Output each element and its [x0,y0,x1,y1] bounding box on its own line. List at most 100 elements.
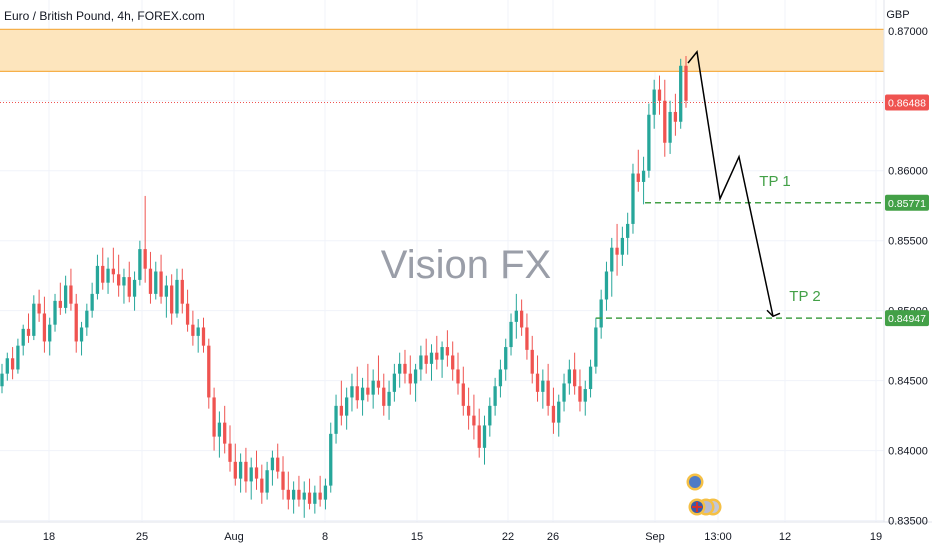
candle-body [541,380,545,392]
candle-body [48,324,52,342]
candle-body [228,443,232,462]
candle-body [270,457,275,471]
candle-body [663,100,667,143]
candles [0,55,688,518]
tp-label: TP 1 [759,173,790,190]
candle-body [53,300,57,325]
price-badge [885,194,929,211]
price-badge-label: 0.85771 [888,198,926,210]
candle-body [106,268,110,283]
candle-body [307,492,312,504]
price-badge-label: 0.84947 [888,313,926,325]
economic-events[interactable] [686,473,722,516]
candle-body [408,373,412,384]
price-tick-label: 0.85500 [888,236,928,248]
candle-body [477,425,481,448]
projection-path [687,49,781,318]
time-tick-label: 25 [136,531,148,543]
candle-body [302,492,306,500]
candle-body [63,285,68,308]
candle-body [583,389,587,402]
watermark: Vision FX [381,243,551,287]
candle-body [398,363,402,374]
candle-body [260,478,264,493]
price-badge [885,94,929,111]
candle-body [217,422,222,437]
candle-body [679,65,683,122]
candle-body [138,249,142,280]
price-badge-label: 0.86488 [888,97,926,109]
price-tick-label: 0.87000 [888,26,928,38]
candle-body [223,422,227,444]
projection-arrowhead [766,309,781,318]
candle-body [26,328,31,336]
time-tick-label: 22 [502,531,514,543]
candle-body [657,89,662,101]
candle-body [472,415,476,426]
price-tick-label: 0.86000 [888,166,928,178]
candle-body [376,380,381,388]
candle-body [122,277,126,286]
candle-body [32,303,36,336]
candle-body [286,489,290,500]
candle-body [371,380,375,395]
projection-polyline [687,49,774,317]
candle-body [127,277,131,297]
candle-body [164,285,169,297]
candle-body [329,433,333,486]
price-tick-label: 0.84000 [888,446,928,458]
candle-body [525,327,529,350]
time-axis[interactable]: 18 25 Aug 8 15 22 26 Sep 13:00 12 19 [43,531,882,543]
candle-body [191,324,195,336]
candle-body [249,467,253,482]
candle-body [382,387,386,406]
candle-body [435,352,439,360]
candle-body [297,489,301,500]
candle-body [673,111,678,122]
time-tick-label: 12 [779,531,791,543]
candle-body [557,401,561,423]
chart-title: Euro / British Pound, 4h, FOREX.com [4,9,205,23]
time-tick-label: Aug [224,531,244,543]
candle-body [58,300,62,308]
time-tick-label: 26 [547,531,559,543]
candle-body [360,387,365,401]
candle-body [530,349,534,374]
candle-body [180,279,184,304]
time-tick-label: 13:00 [704,531,732,543]
candle-body [16,345,20,370]
candle-body [143,249,147,269]
price-badges: 0.86488 0.85771 0.84947 [885,94,929,327]
candle-body [631,173,635,224]
candle-body [451,355,455,370]
currency-label: GBP [886,9,909,21]
candle-body [610,247,614,272]
candle-body [519,310,524,328]
candle-body [509,321,513,348]
candle-body [276,457,280,472]
candle-body [440,347,444,360]
candle-body [594,327,598,367]
candle-body [201,327,206,346]
candle-body [604,271,609,300]
candle-body [461,383,465,406]
time-tick-label: 8 [322,531,328,543]
candle-body [445,347,450,356]
price-tick-label: 0.83500 [888,516,928,528]
candle-body [668,111,672,143]
candle-body [573,369,577,387]
candle-body [578,386,582,402]
candle-body [101,265,105,283]
candle-body [535,373,540,392]
candle-body [339,405,343,416]
candle-body [69,285,73,304]
candle-body [684,65,688,101]
tp-label: TP 2 [789,288,820,305]
candle-body [233,461,237,479]
candle-body [148,268,153,294]
candle-body [456,369,460,384]
candle-body [132,279,137,297]
candle-body [85,310,89,328]
